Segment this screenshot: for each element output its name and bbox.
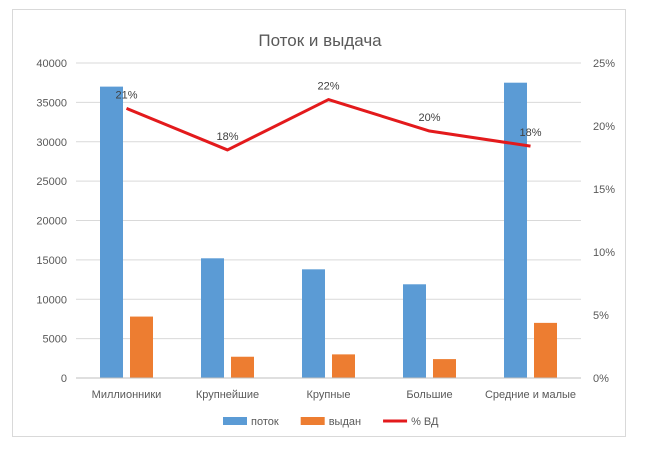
chart-frame: Поток и выдача 21% 18% 22% 20% 18% 0 5000 1000… [12,9,626,437]
data-label: 20% [418,112,440,124]
bar-поток [201,258,224,378]
data-label: 18% [216,131,238,143]
grid-layer [76,62,581,379]
legend-swatch [300,417,325,425]
chart-svg: Поток и выдача 21% 18% 22% 20% 18% 0 5000 1000… [36,31,615,428]
x-tick-label: Миллионники [92,389,162,401]
bar-выдан [130,316,153,378]
y-right-tick-label: 15% [593,184,615,196]
x-tick-label: Крупнейшие [196,389,259,401]
line-layer [125,98,531,152]
y-left-tick-label: 30000 [36,137,67,149]
y-left-tick-label: 25000 [36,176,67,188]
line-series [125,98,531,152]
x-tick-label: Средние и малые [485,389,576,401]
data-label: 22% [317,81,339,93]
x-tick-label: Большие [406,389,452,401]
y-right-tick-label: 10% [593,247,615,259]
labels-layer: 21% 18% 22% 20% 18% [115,81,541,143]
y-left-tick-label: 15000 [36,255,67,267]
bars-layer [100,82,557,378]
y-left-tick-label: 5000 [43,334,67,346]
bar-выдан [534,322,557,378]
y-right-tick-label: 20% [593,121,615,133]
bar-поток [403,284,426,378]
y-left-tick-label: 0 [61,373,67,385]
y-left-tick-label: 20000 [36,216,67,228]
y-left-tick-label: 35000 [36,97,67,109]
bar-поток [302,269,325,378]
legend-label: % ВД [411,416,439,428]
y-left-tick-label: 40000 [36,58,67,70]
bar-выдан [332,354,355,378]
bar-поток [100,86,123,378]
x-tick-label: Крупные [307,389,351,401]
y-right-tick-label: 25% [593,58,615,70]
axis-layer: 0 5000 10000 15000 20000 25000 30000 35000 40000… [36,58,615,401]
y-left-tick-label: 10000 [36,294,67,306]
bar-поток [504,82,527,378]
legend-label: поток [251,416,279,428]
bar-выдан [433,359,456,378]
data-label: 18% [519,127,541,139]
legend-label: выдан [329,416,361,428]
legend-layer: поток выдан % ВД [223,416,439,428]
data-label: 21% [115,89,137,101]
chart-title: Поток и выдача [258,31,382,50]
legend-swatch [223,417,247,425]
y-right-tick-label: 5% [593,310,609,322]
y-right-tick-label: 0% [593,373,609,385]
bar-выдан [231,356,254,378]
